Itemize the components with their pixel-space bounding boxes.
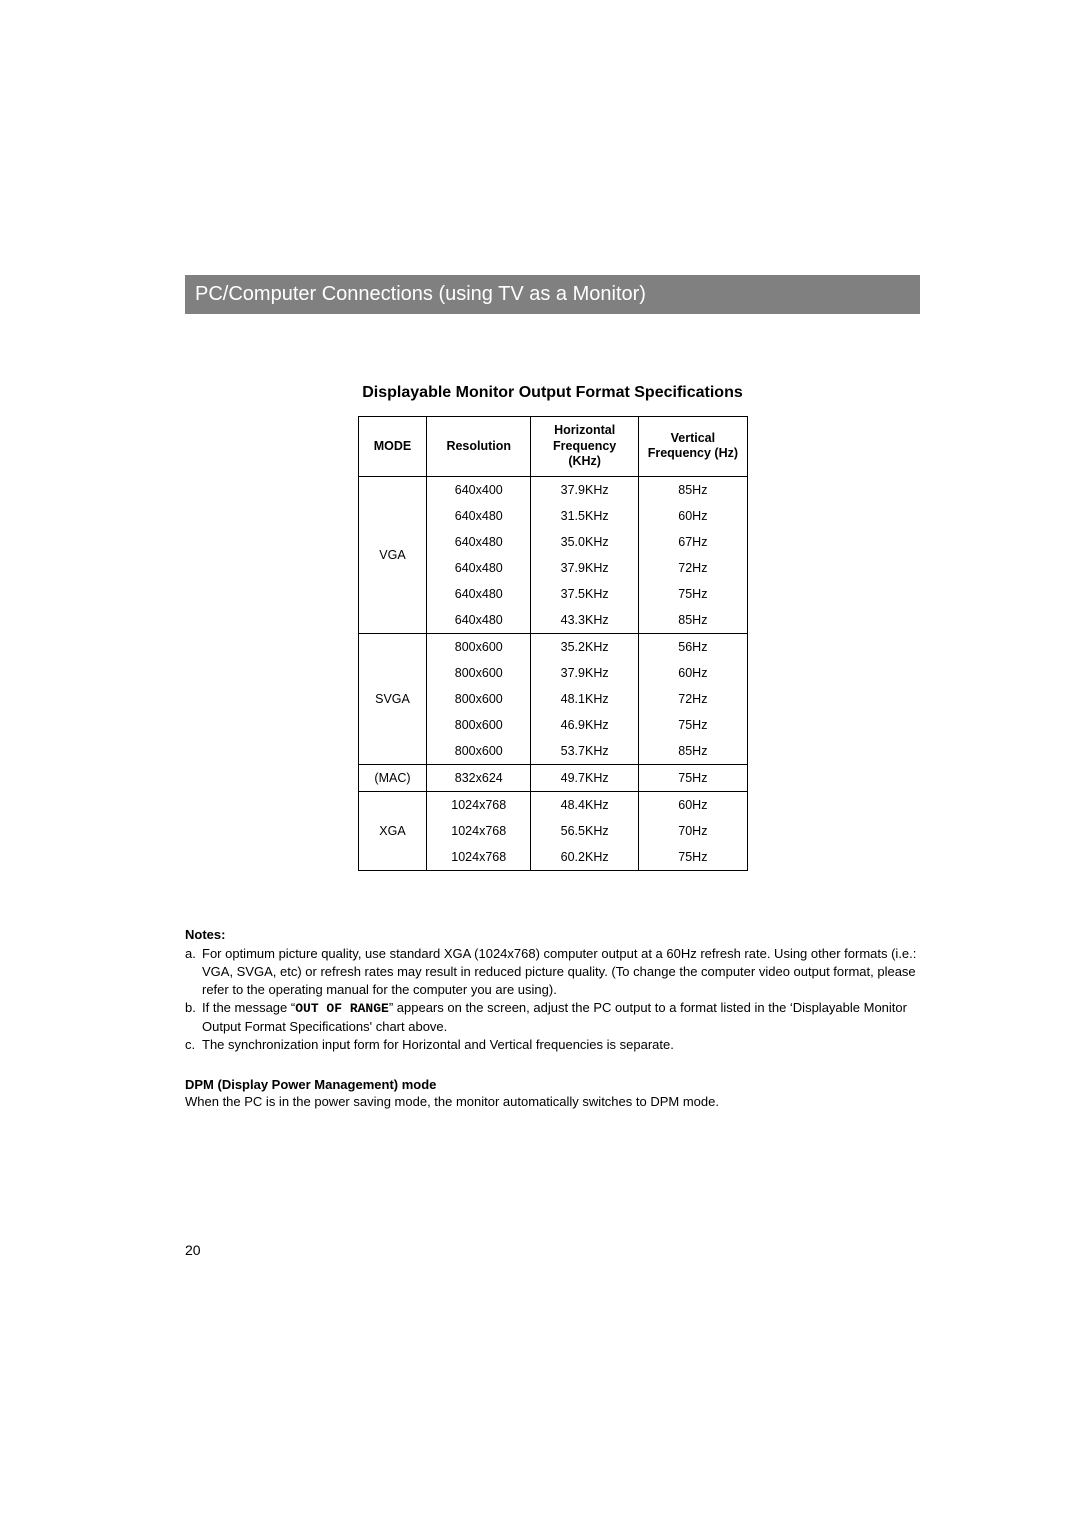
vfreq-cell: 60Hz: [639, 791, 747, 818]
resolution-cell: 800x600: [427, 686, 531, 712]
hfreq-cell: 43.3KHz: [531, 607, 639, 634]
vfreq-cell: 85Hz: [639, 738, 747, 765]
mode-cell: (MAC): [358, 764, 427, 791]
col-vfreq: Vertical Frequency (Hz): [639, 417, 747, 477]
note-letter: c.: [185, 1036, 202, 1054]
dpm-text: When the PC is in the power saving mode,…: [185, 1093, 920, 1111]
note-letter: b.: [185, 999, 202, 1035]
hfreq-cell: 53.7KHz: [531, 738, 639, 765]
note-text: For optimum picture quality, use standar…: [202, 945, 920, 998]
hfreq-cell: 37.9KHz: [531, 660, 639, 686]
vfreq-cell: 75Hz: [639, 712, 747, 738]
note-strong: OUT OF RANGE: [295, 1001, 389, 1016]
note-text: If the message “OUT OF RANGE” appears on…: [202, 999, 920, 1035]
table-row: (MAC)832x62449.7KHz75Hz: [358, 764, 747, 791]
hfreq-cell: 56.5KHz: [531, 818, 639, 844]
hfreq-cell: 37.9KHz: [531, 555, 639, 581]
col-mode: MODE: [358, 417, 427, 477]
resolution-cell: 640x480: [427, 607, 531, 634]
notes-block: Notes: a.For optimum picture quality, us…: [185, 926, 920, 1054]
col-hfreq: Horizontal Frequency (KHz): [531, 417, 639, 477]
hfreq-cell: 37.5KHz: [531, 581, 639, 607]
vfreq-cell: 75Hz: [639, 844, 747, 871]
resolution-cell: 800x600: [427, 660, 531, 686]
vfreq-cell: 60Hz: [639, 660, 747, 686]
resolution-cell: 640x480: [427, 503, 531, 529]
resolution-cell: 800x600: [427, 712, 531, 738]
hfreq-cell: 60.2KHz: [531, 844, 639, 871]
resolution-cell: 800x600: [427, 633, 531, 660]
col-vfreq-line2: Frequency (Hz): [648, 446, 738, 460]
dpm-heading: DPM (Display Power Management) mode: [185, 1076, 920, 1094]
note-letter: a.: [185, 945, 202, 998]
hfreq-cell: 35.2KHz: [531, 633, 639, 660]
note-pre: For optimum picture quality, use standar…: [202, 946, 916, 996]
col-hfreq-line2: Frequency (KHz): [553, 439, 616, 469]
hfreq-cell: 48.1KHz: [531, 686, 639, 712]
vfreq-cell: 75Hz: [639, 581, 747, 607]
vfreq-cell: 56Hz: [639, 633, 747, 660]
table-header-row: MODE Resolution Horizontal Frequency (KH…: [358, 417, 747, 477]
table-row: VGA640x40037.9KHz85Hz: [358, 476, 747, 503]
vfreq-cell: 72Hz: [639, 686, 747, 712]
mode-cell: SVGA: [358, 633, 427, 764]
note-item: a.For optimum picture quality, use stand…: [185, 945, 920, 998]
vfreq-cell: 60Hz: [639, 503, 747, 529]
resolution-cell: 1024x768: [427, 844, 531, 871]
col-hfreq-line1: Horizontal: [554, 423, 615, 437]
vfreq-cell: 70Hz: [639, 818, 747, 844]
table-row: SVGA800x60035.2KHz56Hz: [358, 633, 747, 660]
resolution-cell: 1024x768: [427, 818, 531, 844]
dpm-block: DPM (Display Power Management) mode When…: [185, 1076, 920, 1111]
section-header: PC/Computer Connections (using TV as a M…: [185, 275, 920, 314]
note-text: The synchronization input form for Horiz…: [202, 1036, 920, 1054]
note-item: b.If the message “OUT OF RANGE” appears …: [185, 999, 920, 1035]
resolution-cell: 1024x768: [427, 791, 531, 818]
resolution-cell: 640x480: [427, 581, 531, 607]
vfreq-cell: 85Hz: [639, 476, 747, 503]
col-resolution: Resolution: [427, 417, 531, 477]
hfreq-cell: 35.0KHz: [531, 529, 639, 555]
note-pre: If the message “: [202, 1000, 295, 1015]
mode-cell: VGA: [358, 476, 427, 633]
hfreq-cell: 37.9KHz: [531, 476, 639, 503]
hfreq-cell: 49.7KHz: [531, 764, 639, 791]
notes-heading: Notes:: [185, 926, 920, 944]
vfreq-cell: 75Hz: [639, 764, 747, 791]
resolution-cell: 800x600: [427, 738, 531, 765]
hfreq-cell: 46.9KHz: [531, 712, 639, 738]
vfreq-cell: 67Hz: [639, 529, 747, 555]
vfreq-cell: 85Hz: [639, 607, 747, 634]
resolution-cell: 640x480: [427, 555, 531, 581]
note-pre: The synchronization input form for Horiz…: [202, 1037, 674, 1052]
resolution-cell: 640x400: [427, 476, 531, 503]
spec-table: MODE Resolution Horizontal Frequency (KH…: [358, 416, 748, 871]
vfreq-cell: 72Hz: [639, 555, 747, 581]
note-item: c.The synchronization input form for Hor…: [185, 1036, 920, 1054]
hfreq-cell: 48.4KHz: [531, 791, 639, 818]
table-title: Displayable Monitor Output Format Specif…: [185, 384, 920, 402]
page-number: 20: [185, 1242, 201, 1258]
hfreq-cell: 31.5KHz: [531, 503, 639, 529]
resolution-cell: 640x480: [427, 529, 531, 555]
mode-cell: XGA: [358, 791, 427, 870]
col-vfreq-line1: Vertical: [671, 431, 715, 445]
page-content: PC/Computer Connections (using TV as a M…: [185, 275, 920, 1111]
table-row: XGA1024x76848.4KHz60Hz: [358, 791, 747, 818]
resolution-cell: 832x624: [427, 764, 531, 791]
